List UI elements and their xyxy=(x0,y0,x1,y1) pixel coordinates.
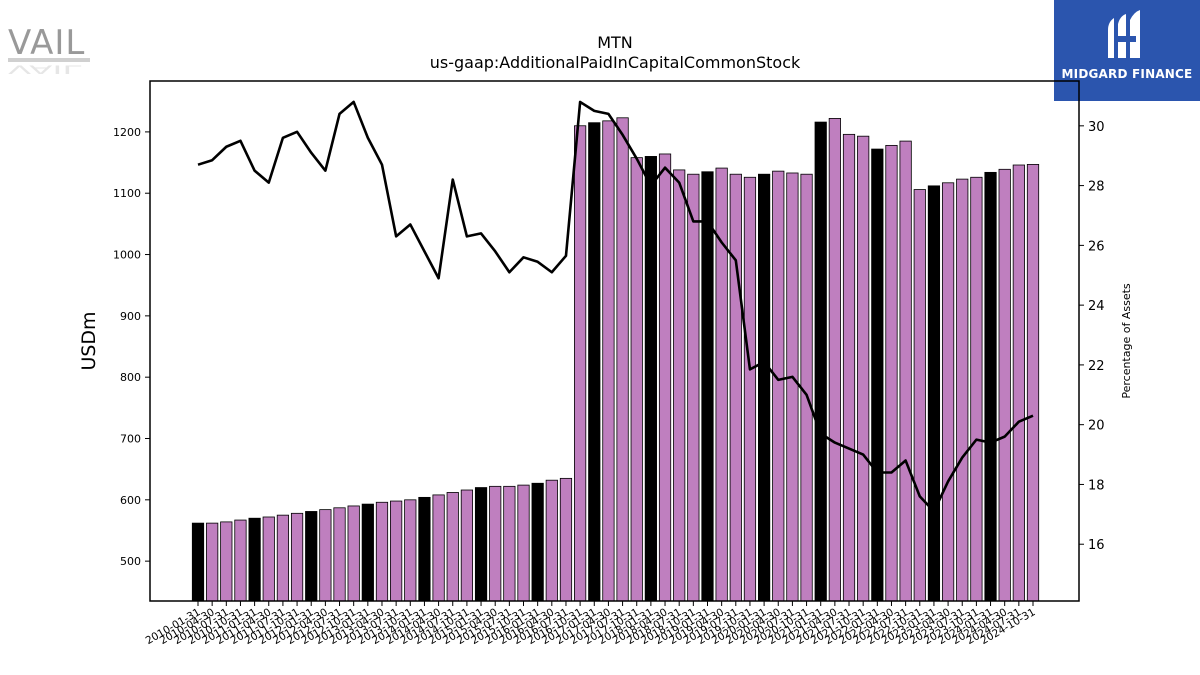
vail-logo-text: VAIL xyxy=(8,23,85,63)
line-layer xyxy=(197,100,1034,513)
bar-2020-10-31 xyxy=(800,173,813,602)
y-tick-label: 1100 xyxy=(113,187,141,200)
bar-2016-04-30 xyxy=(545,479,558,602)
chart-subtitle: us-gaap:AdditionalPaidInCapitalCommonSto… xyxy=(430,53,801,72)
bar-2015-07-31 xyxy=(503,485,516,602)
bar-2011-04-30 xyxy=(262,516,275,602)
bar-2011-10-31 xyxy=(290,512,304,602)
bar-2018-10-31 xyxy=(687,173,700,602)
bar-2017-10-31 xyxy=(630,157,643,602)
bar-2015-04-30 xyxy=(489,485,502,602)
y2-tick-label: 20 xyxy=(1088,419,1105,434)
bar-2010-01-31 xyxy=(191,522,205,602)
bar-2010-07-31 xyxy=(220,521,233,602)
y2-tick-label: 16 xyxy=(1088,538,1105,553)
bar-2020-07-31 xyxy=(786,172,799,602)
y2-tick-label: 30 xyxy=(1088,120,1105,135)
midgard-logo-text: MIDGARD FINANCE xyxy=(1061,67,1193,81)
bar-2020-01-31 xyxy=(758,173,771,602)
bar-2013-10-31 xyxy=(404,499,417,602)
bar-2020-04-30 xyxy=(772,170,785,602)
plot-frame xyxy=(149,80,1080,602)
bar-2021-01-31 xyxy=(814,121,827,602)
bar-2014-07-31 xyxy=(446,492,459,602)
bar-2010-10-31 xyxy=(234,519,247,602)
bar-2024-04-30 xyxy=(998,168,1011,602)
y-tick-label: 600 xyxy=(120,494,141,507)
vail-logo-reflection: VAIL xyxy=(8,62,82,76)
y-tick-label: 500 xyxy=(120,555,141,568)
bar-2018-07-31 xyxy=(673,169,686,602)
bar-2018-01-31 xyxy=(644,156,657,602)
bar-2014-01-31 xyxy=(418,496,431,602)
bar-2023-01-31 xyxy=(927,185,941,602)
y-tick-label: 1000 xyxy=(113,249,141,262)
bar-2016-07-31 xyxy=(559,477,573,602)
y-tick-label: 700 xyxy=(120,433,141,446)
bar-2011-01-31 xyxy=(248,517,261,602)
bar-2012-10-31 xyxy=(347,505,360,602)
bar-2012-07-31 xyxy=(333,507,346,602)
bar-2024-07-31 xyxy=(1012,164,1025,602)
percentage-line xyxy=(197,100,1034,513)
bar-2021-10-31 xyxy=(857,135,870,602)
chart-title: MTN xyxy=(597,33,633,52)
bar-2024-01-31 xyxy=(984,171,997,602)
bars xyxy=(191,117,1040,602)
y2-tick-label: 18 xyxy=(1088,478,1105,493)
bar-2023-04-30 xyxy=(941,182,955,602)
bar-2016-01-31 xyxy=(531,482,544,602)
y-tick-label: 800 xyxy=(120,371,141,384)
y2-tick-label: 28 xyxy=(1088,180,1105,195)
bar-2021-07-31 xyxy=(842,133,856,602)
bar-2012-04-30 xyxy=(319,509,332,602)
left-axis: 500 600 700 800 900 1000 1100 1200 xyxy=(113,126,150,568)
bar-2017-01-31 xyxy=(588,122,601,602)
bar-2012-01-31 xyxy=(305,511,318,602)
bar-2023-07-31 xyxy=(956,178,969,602)
right-axis: 16 18 20 22 24 26 28 30 xyxy=(1079,120,1105,553)
bar-2015-01-31 xyxy=(474,487,488,602)
bar-2013-01-31 xyxy=(361,503,374,602)
bar-2022-01-31 xyxy=(871,148,884,602)
y-axis-label: USDm xyxy=(78,311,100,370)
bar-2016-10-31 xyxy=(574,125,587,602)
y2-tick-label: 26 xyxy=(1088,239,1105,254)
bar-2013-04-30 xyxy=(375,501,389,602)
bar-2014-10-31 xyxy=(460,489,473,602)
bar-2019-10-31 xyxy=(743,176,757,602)
y2-tick-label: 24 xyxy=(1088,299,1105,314)
bar-2018-04-30 xyxy=(658,153,672,602)
y2-tick-label: 22 xyxy=(1088,359,1105,374)
y2-axis-label: Percentage of Assets xyxy=(1120,283,1133,399)
bar-2023-10-31 xyxy=(970,176,983,602)
bar-2019-01-31 xyxy=(701,171,714,602)
x-axis: 2010-01-312010-04-302010-07-312010-10-31… xyxy=(144,601,1038,647)
bar-2010-04-30 xyxy=(206,522,219,602)
bar-2021-04-30 xyxy=(828,118,841,602)
vail-logo: VAIL VAIL xyxy=(6,18,96,78)
bar-2017-07-31 xyxy=(616,117,629,602)
bar-2017-04-30 xyxy=(602,120,615,602)
bar-2022-07-31 xyxy=(899,140,912,602)
y-tick-label: 1200 xyxy=(113,126,141,139)
midgard-logo-icon xyxy=(1108,10,1140,58)
bar-2014-04-30 xyxy=(432,494,445,602)
y-tick-label: 900 xyxy=(120,310,141,323)
bar-2022-04-30 xyxy=(885,144,898,602)
bar-2013-07-31 xyxy=(390,500,403,602)
bar-2019-04-30 xyxy=(715,167,728,602)
bar-2019-07-31 xyxy=(729,173,742,602)
bar-2024-10-31 xyxy=(1026,163,1040,602)
bar-2015-10-31 xyxy=(517,484,530,602)
bar-2022-10-31 xyxy=(913,189,926,602)
bar-2011-07-31 xyxy=(276,514,290,602)
